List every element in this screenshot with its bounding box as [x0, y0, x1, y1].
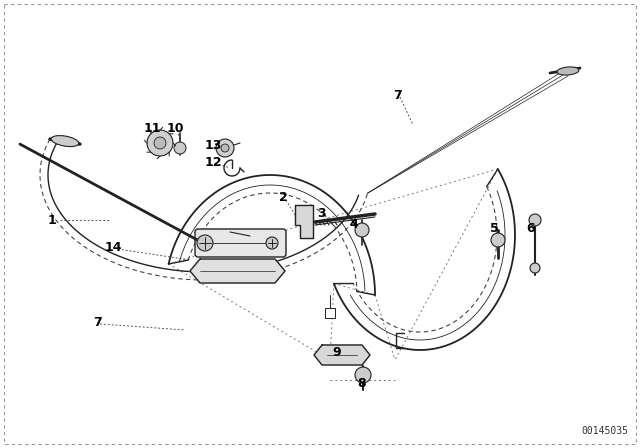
Text: 5: 5	[490, 221, 499, 234]
Text: 12: 12	[204, 155, 221, 168]
Circle shape	[530, 263, 540, 273]
Text: 10: 10	[166, 121, 184, 134]
Text: 7: 7	[93, 315, 101, 328]
Text: 2: 2	[278, 190, 287, 203]
Text: 11: 11	[143, 121, 161, 134]
Text: 00145035: 00145035	[581, 426, 628, 436]
Text: 7: 7	[392, 89, 401, 102]
Text: 3: 3	[317, 207, 326, 220]
Text: 1: 1	[47, 214, 56, 227]
Circle shape	[355, 367, 371, 383]
Ellipse shape	[51, 136, 79, 146]
Circle shape	[221, 144, 229, 152]
Circle shape	[355, 223, 369, 237]
Ellipse shape	[557, 67, 579, 75]
Circle shape	[154, 137, 166, 149]
Text: 13: 13	[204, 138, 221, 151]
Text: 6: 6	[527, 221, 535, 234]
Text: 4: 4	[349, 217, 358, 231]
Circle shape	[147, 130, 173, 156]
Circle shape	[216, 139, 234, 157]
Text: 8: 8	[358, 376, 366, 389]
Circle shape	[529, 214, 541, 226]
Circle shape	[491, 233, 505, 247]
Circle shape	[197, 235, 213, 251]
Text: 9: 9	[333, 345, 341, 358]
Text: 14: 14	[104, 241, 122, 254]
Circle shape	[266, 237, 278, 249]
FancyBboxPatch shape	[195, 229, 286, 257]
Circle shape	[174, 142, 186, 154]
Polygon shape	[190, 259, 285, 283]
Bar	[325, 308, 335, 318]
Polygon shape	[295, 205, 313, 238]
Polygon shape	[314, 345, 370, 365]
